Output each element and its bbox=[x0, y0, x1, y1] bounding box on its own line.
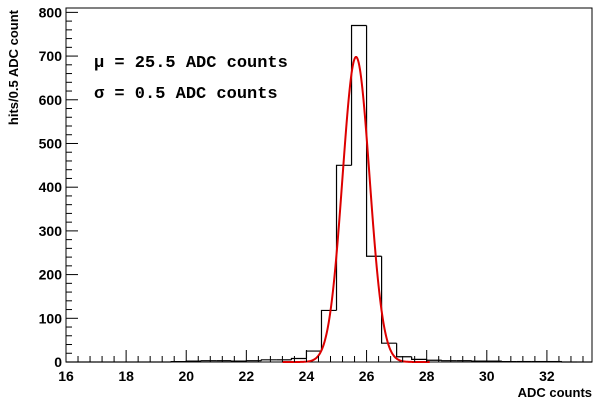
histogram-bin bbox=[411, 356, 427, 360]
y-axis: 0 100 200 300 400 500 600 700 800 bbox=[39, 4, 78, 370]
histogram-bin bbox=[381, 256, 397, 344]
x-tick-label: 20 bbox=[178, 368, 194, 384]
y-tick-label: 700 bbox=[39, 48, 63, 64]
gaussian-fit-curve bbox=[282, 56, 430, 363]
histogram-series bbox=[66, 24, 592, 363]
plot-frame bbox=[65, 7, 593, 363]
histogram-bin bbox=[350, 24, 367, 166]
y-tick-label: 400 bbox=[39, 179, 63, 195]
x-tick-label: 22 bbox=[239, 368, 255, 384]
x-tick-label: 16 bbox=[58, 368, 74, 384]
histogram-bin bbox=[365, 25, 382, 257]
sigma-annotation: σ = 0.5 ADC counts bbox=[94, 85, 278, 104]
x-tick-label: 28 bbox=[419, 368, 435, 384]
y-tick-label: 500 bbox=[39, 135, 63, 151]
y-tick-label: 300 bbox=[39, 223, 63, 239]
y-tick-label: 800 bbox=[39, 4, 63, 20]
y-axis-title: hits/0.5 ADC count bbox=[6, 9, 21, 125]
plot-area-border bbox=[65, 7, 593, 363]
histogram-bin bbox=[290, 357, 307, 360]
y-tick-label: 0 bbox=[54, 354, 62, 370]
x-tick-label: 30 bbox=[479, 368, 495, 384]
x-tick-label: 26 bbox=[359, 368, 375, 384]
mean-annotation: μ = 25.5 ADC counts bbox=[94, 54, 288, 73]
x-axis-title: ADC counts bbox=[518, 385, 592, 400]
x-axis: 16 18 20 22 24 26 28 30 32 bbox=[58, 350, 584, 384]
x-tick-label: 18 bbox=[118, 368, 134, 384]
y-tick-label: 600 bbox=[39, 92, 63, 108]
x-tick-label: 24 bbox=[299, 368, 315, 384]
y-tick-label: 200 bbox=[39, 267, 63, 283]
y-tick-label: 100 bbox=[39, 310, 63, 326]
x-tick-label: 32 bbox=[539, 368, 555, 384]
histogram-bin bbox=[396, 343, 412, 358]
histogram-bin bbox=[426, 359, 442, 361]
histogram-bin bbox=[260, 359, 277, 361]
